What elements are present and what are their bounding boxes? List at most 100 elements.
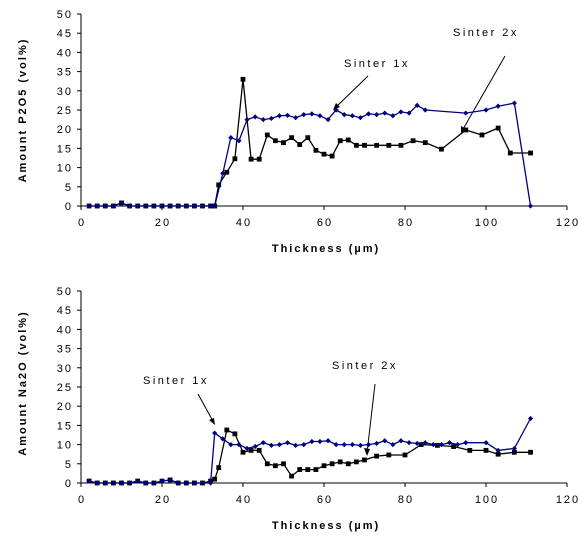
series-line-blue-p2o5 (89, 102, 532, 207)
data-point-diamond (220, 436, 226, 442)
data-point-diamond (244, 117, 250, 123)
y-tick-label: 35 (57, 344, 73, 356)
data-point-square (402, 452, 408, 458)
data-point-diamond (110, 203, 116, 209)
data-point-square (297, 467, 303, 472)
data-point-diamond (374, 112, 380, 118)
annotation-sinter-2x-na2o: Sinter 2x (332, 360, 398, 372)
data-point-diamond (94, 203, 100, 209)
data-point-square (410, 138, 416, 144)
data-point-diamond (86, 203, 92, 209)
data-point-diamond (357, 442, 364, 448)
data-point-diamond (301, 442, 307, 448)
annotation-arrowhead-sinter-2x-na2o (364, 448, 370, 456)
data-point-diamond (495, 103, 501, 109)
y-tick-label: 20 (57, 124, 73, 136)
annotation-arrow-sinter-2x-na2o (366, 383, 376, 454)
data-point-diamond (244, 445, 250, 452)
data-point-square (321, 151, 327, 157)
data-point-diamond (422, 107, 428, 113)
data-point-diamond (228, 135, 234, 141)
y-tick-label: 50 (57, 286, 73, 298)
data-point-diamond (175, 480, 181, 486)
data-point-diamond (483, 440, 489, 446)
data-point-square (439, 146, 444, 152)
data-point-square (528, 150, 533, 156)
data-point-diamond (309, 438, 315, 445)
data-point-square (337, 459, 343, 465)
data-point-diamond (175, 203, 181, 209)
data-point-diamond (463, 440, 469, 446)
data-point-diamond (349, 113, 355, 119)
data-point-diamond (183, 480, 189, 486)
data-point-square (495, 451, 501, 457)
data-point-square (240, 449, 246, 455)
data-point-diamond (365, 442, 372, 448)
data-point-diamond (293, 115, 299, 121)
data-point-square (216, 182, 222, 188)
y-tick-label: 20 (57, 401, 73, 413)
data-point-diamond (325, 438, 331, 444)
x-tick-label: 60 (317, 217, 333, 229)
x-axis-label-p2o5: Thickness (µm) (272, 243, 380, 255)
data-point-diamond (102, 480, 108, 486)
data-point-diamond (276, 113, 283, 119)
data-point-square (362, 142, 367, 148)
data-point-square (528, 449, 533, 455)
x-axis-label-na2o: Thickness (µm) (272, 520, 380, 532)
data-point-square (216, 465, 222, 471)
data-point-diamond (252, 114, 258, 120)
y-tick-label: 0 (65, 201, 73, 213)
data-point-square (273, 138, 278, 144)
annotation-sinter-1x-p2o5: Sinter 1x (344, 58, 410, 70)
data-point-square (248, 447, 254, 453)
data-point-diamond (183, 203, 189, 209)
data-point-diamond (151, 480, 157, 486)
data-point-diamond (341, 442, 347, 448)
data-point-square (329, 461, 335, 467)
data-point-diamond (212, 203, 218, 209)
data-point-square (398, 142, 404, 148)
data-point-diamond (527, 203, 534, 209)
data-point-square (264, 461, 270, 467)
data-point-square (337, 138, 343, 144)
data-point-diamond (236, 138, 242, 144)
data-point-diamond (414, 102, 420, 108)
y-tick-label: 10 (57, 163, 73, 175)
data-point-square (467, 447, 473, 453)
data-point-diamond (143, 203, 149, 209)
x-tick-label: 100 (475, 494, 499, 506)
data-point-square (289, 473, 294, 479)
x-tick-label: 120 (556, 217, 580, 229)
data-point-diamond (382, 438, 388, 444)
data-point-square (435, 442, 440, 448)
annotation-arrowhead-sinter-1x-na2o (209, 418, 215, 425)
data-point-diamond (268, 442, 274, 448)
y-tick-label: 45 (57, 28, 73, 40)
x-tick-label: 0 (78, 217, 86, 229)
data-point-diamond (102, 203, 108, 209)
data-point-diamond (284, 440, 291, 446)
data-point-diamond (268, 115, 274, 122)
data-point-diamond (382, 110, 388, 116)
data-point-square (354, 142, 359, 148)
data-point-diamond (325, 117, 331, 123)
data-point-square (374, 142, 380, 148)
data-point-square (212, 476, 218, 482)
y-tick-label: 40 (57, 47, 73, 59)
data-point-square (386, 142, 392, 148)
y-axis-label-p2o5: Amount P2O5 (vol%) (17, 38, 29, 183)
data-point-diamond (333, 442, 339, 448)
y-tick-label: 50 (57, 9, 73, 21)
data-point-diamond (511, 100, 517, 106)
data-point-diamond (212, 430, 218, 436)
data-point-diamond (341, 112, 347, 118)
data-point-diamond (135, 478, 141, 484)
y-tick-label: 15 (57, 420, 73, 432)
data-point-diamond (159, 203, 165, 209)
data-point-diamond (349, 442, 355, 448)
data-point-diamond (127, 480, 133, 486)
annotation-sinter-1x-na2o: Sinter 1x (143, 375, 209, 387)
y-tick-label: 25 (57, 105, 73, 117)
data-point-diamond (495, 447, 501, 453)
